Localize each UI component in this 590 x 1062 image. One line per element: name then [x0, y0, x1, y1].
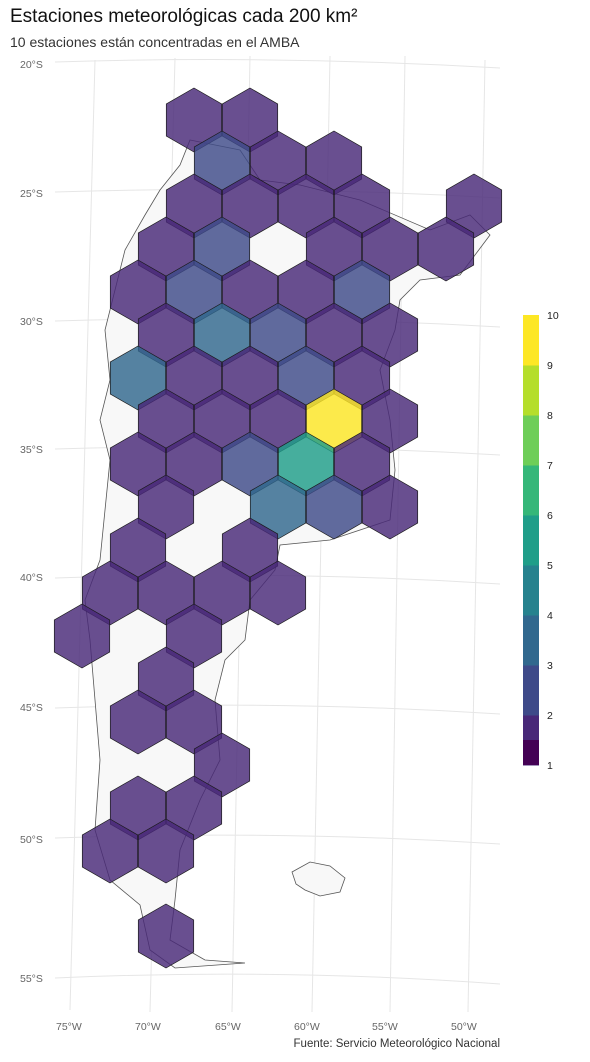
- legend-swatch: [523, 465, 539, 516]
- lat-label: 35°S: [20, 444, 43, 456]
- hex-cell: [53, 603, 111, 669]
- legend-label: 4: [547, 610, 553, 622]
- lon-label: 50°W: [451, 1021, 477, 1033]
- hex-cell: [81, 818, 139, 884]
- color-legend: 1 2 3 4 5 6 7 8 9 10: [523, 310, 559, 772]
- lon-label: 65°W: [215, 1021, 241, 1033]
- legend-label: 7: [547, 460, 553, 472]
- lat-label: 50°S: [20, 834, 43, 846]
- lon-line-75: [69, 59, 96, 1011]
- legend-label: 3: [547, 660, 553, 672]
- hex-cell: [249, 560, 307, 626]
- lon-label: 60°W: [294, 1021, 320, 1033]
- lat-label: 20°S: [20, 59, 43, 71]
- source-caption: Fuente: Servicio Meteorológico Nacional: [293, 1038, 500, 1050]
- legend-label: 1: [547, 760, 553, 772]
- legend-swatch: [523, 615, 539, 666]
- hex-cell: [361, 474, 419, 540]
- hex-layer: [53, 87, 503, 969]
- islands-shape: [291, 861, 346, 897]
- legend-label: 8: [547, 410, 553, 422]
- lat-label: 25°S: [20, 188, 43, 200]
- legend-label: 2: [547, 710, 553, 722]
- lat-label: 30°S: [20, 316, 43, 328]
- legend-label: 10: [547, 310, 559, 322]
- legend-swatch: [523, 315, 539, 366]
- legend-swatch: [523, 515, 539, 566]
- legend-swatch: [523, 565, 539, 616]
- legend-label: 5: [547, 560, 553, 572]
- lon-label: 70°W: [135, 1021, 161, 1033]
- lat-line-20: [54, 59, 501, 69]
- lat-labels: 20°S 25°S 30°S 35°S 40°S 45°S 50°S 55°S: [20, 59, 43, 985]
- legend-swatch: [523, 415, 539, 466]
- lon-label: 55°W: [372, 1021, 398, 1033]
- legend-swatch: [523, 665, 539, 716]
- lat-label: 45°S: [20, 702, 43, 714]
- lat-line-55: [54, 973, 501, 985]
- hex-cell: [137, 818, 195, 884]
- lat-label: 55°S: [20, 973, 43, 985]
- lon-label: 75°W: [56, 1021, 82, 1033]
- legend-label: 9: [547, 360, 553, 372]
- map-subtitle: 10 estaciones están concentradas en el A…: [10, 34, 300, 50]
- hex-cell: [137, 903, 195, 969]
- legend-swatch: [523, 740, 539, 765]
- lat-label: 40°S: [20, 572, 43, 584]
- legend-label: 6: [547, 510, 553, 522]
- hex-cell: [305, 474, 363, 540]
- map-title: Estaciones meteorológicas cada 200 km²: [10, 6, 358, 27]
- legend-swatch: [523, 365, 539, 416]
- hex-cell: [109, 689, 167, 755]
- hex-cell: [417, 216, 475, 282]
- lon-labels: 75°W 70°W 65°W 60°W 55°W 50°W: [56, 1021, 477, 1033]
